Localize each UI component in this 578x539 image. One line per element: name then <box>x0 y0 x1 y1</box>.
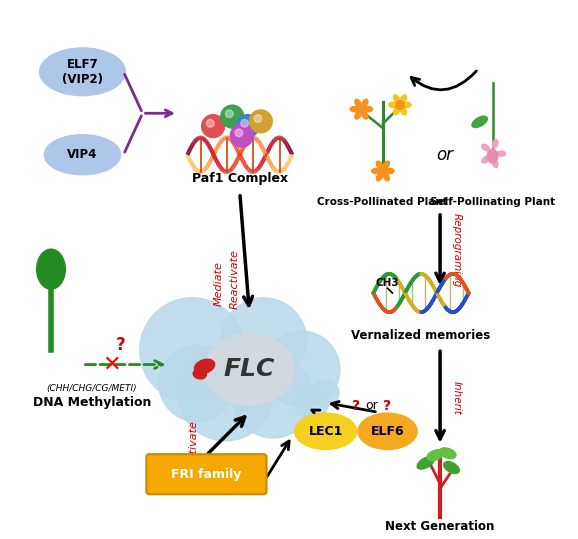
Ellipse shape <box>45 135 121 175</box>
Text: Self-Pollinating Plant: Self-Pollinating Plant <box>430 197 555 208</box>
Text: ELF7
(VIP2): ELF7 (VIP2) <box>62 58 103 86</box>
Ellipse shape <box>386 168 394 174</box>
Ellipse shape <box>492 140 498 148</box>
Ellipse shape <box>394 107 399 115</box>
Circle shape <box>140 298 244 403</box>
Text: or: or <box>365 399 378 412</box>
Text: CH3: CH3 <box>376 279 399 288</box>
Ellipse shape <box>362 99 368 107</box>
Text: Paf1 Complex: Paf1 Complex <box>192 172 288 185</box>
Circle shape <box>221 105 244 128</box>
Ellipse shape <box>295 413 357 450</box>
Ellipse shape <box>389 102 398 107</box>
Ellipse shape <box>194 359 214 374</box>
Circle shape <box>221 298 306 384</box>
Circle shape <box>241 120 249 127</box>
Text: ELF6: ELF6 <box>371 425 405 438</box>
Ellipse shape <box>417 457 435 469</box>
Text: VIP4: VIP4 <box>67 148 98 161</box>
Text: or: or <box>436 146 453 164</box>
Ellipse shape <box>492 159 498 168</box>
Ellipse shape <box>394 95 399 103</box>
Ellipse shape <box>355 111 361 119</box>
Ellipse shape <box>193 369 206 379</box>
Circle shape <box>379 167 387 175</box>
FancyBboxPatch shape <box>146 454 266 494</box>
Ellipse shape <box>358 413 417 450</box>
Text: Next Generation: Next Generation <box>386 520 495 533</box>
Ellipse shape <box>350 107 359 112</box>
Text: Vernalized memories: Vernalized memories <box>351 329 491 342</box>
Text: Reactivate: Reactivate <box>230 249 240 309</box>
Text: FLC: FLC <box>224 357 275 381</box>
Ellipse shape <box>36 249 65 289</box>
Ellipse shape <box>401 107 406 115</box>
Text: LEC1: LEC1 <box>309 425 343 438</box>
Circle shape <box>233 358 313 438</box>
Text: ?: ? <box>383 398 391 412</box>
Ellipse shape <box>39 48 125 95</box>
Ellipse shape <box>383 173 390 181</box>
Circle shape <box>206 120 214 127</box>
Text: ?: ? <box>352 398 360 412</box>
Ellipse shape <box>372 168 380 174</box>
Circle shape <box>235 129 243 136</box>
Text: Inherit: Inherit <box>451 381 461 415</box>
Ellipse shape <box>362 111 368 119</box>
Circle shape <box>230 124 253 147</box>
Text: ✕: ✕ <box>102 355 120 375</box>
Circle shape <box>236 115 259 137</box>
Circle shape <box>357 105 366 114</box>
Ellipse shape <box>383 161 390 169</box>
Ellipse shape <box>472 116 487 128</box>
Text: Reprograming: Reprograming <box>451 213 461 287</box>
Ellipse shape <box>439 448 456 459</box>
Circle shape <box>202 115 225 137</box>
Text: Cross-Pollinated Plant: Cross-Pollinated Plant <box>317 197 448 208</box>
Ellipse shape <box>487 149 498 163</box>
Ellipse shape <box>355 99 361 107</box>
Text: FRI family: FRI family <box>171 468 242 481</box>
Ellipse shape <box>403 102 411 107</box>
Text: Mediate: Mediate <box>214 261 224 306</box>
Circle shape <box>254 115 262 122</box>
Ellipse shape <box>497 151 505 156</box>
Circle shape <box>294 385 328 420</box>
Circle shape <box>225 110 233 118</box>
Circle shape <box>312 380 339 406</box>
Ellipse shape <box>364 107 373 112</box>
Ellipse shape <box>376 161 383 169</box>
Text: ?: ? <box>116 336 125 355</box>
Ellipse shape <box>482 144 490 151</box>
Ellipse shape <box>204 334 295 405</box>
Circle shape <box>178 345 273 441</box>
Ellipse shape <box>482 156 490 163</box>
Ellipse shape <box>444 461 460 473</box>
Circle shape <box>396 101 405 109</box>
Text: (CHH/CHG/CG/METI): (CHH/CHG/CG/METI) <box>47 384 138 393</box>
Circle shape <box>159 345 235 421</box>
Text: Reactivate: Reactivate <box>189 420 199 480</box>
Text: DNA Methylation: DNA Methylation <box>33 396 151 409</box>
Ellipse shape <box>376 173 383 181</box>
Ellipse shape <box>427 450 443 460</box>
Ellipse shape <box>401 95 406 103</box>
Circle shape <box>249 110 272 133</box>
Circle shape <box>264 331 340 407</box>
